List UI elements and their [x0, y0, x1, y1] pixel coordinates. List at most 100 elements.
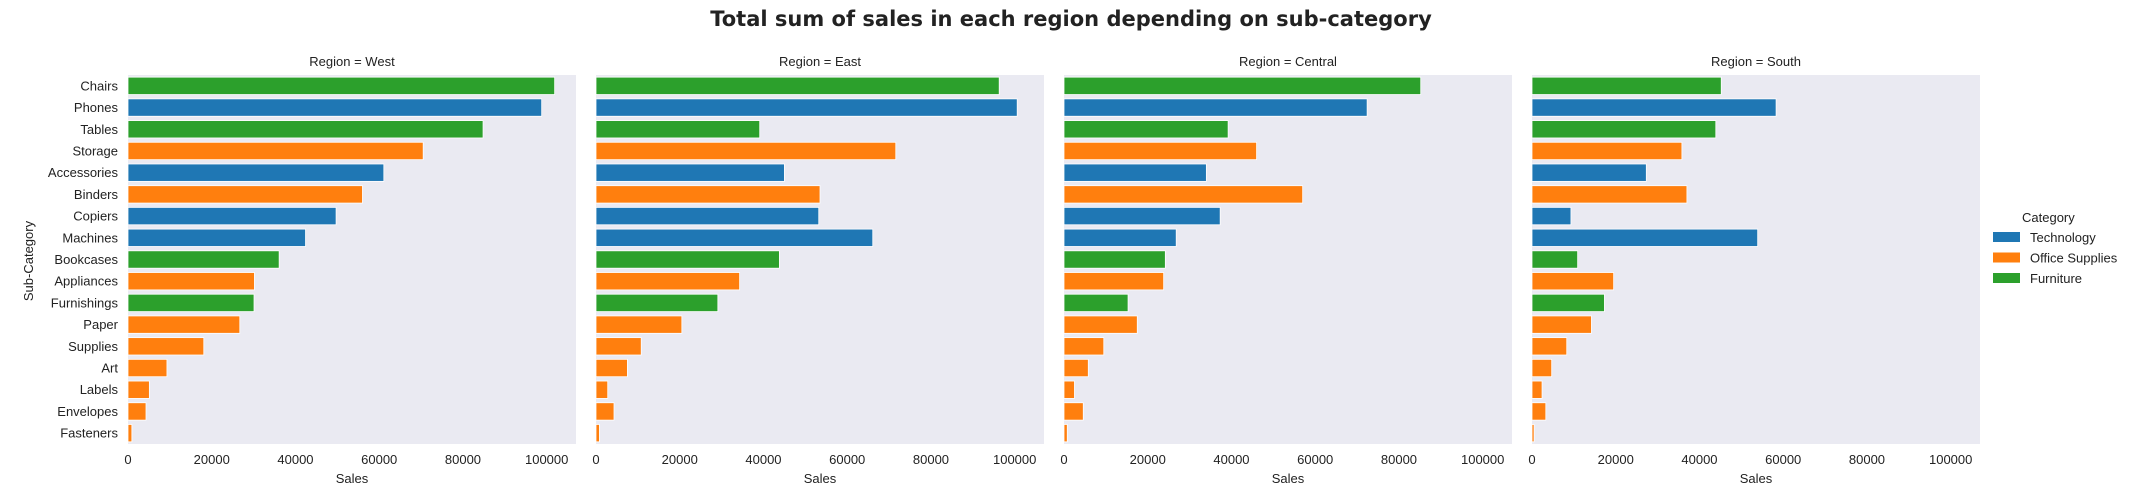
bar	[1063, 293, 1129, 312]
bar	[127, 76, 556, 95]
y-tick-label: Envelopes	[57, 404, 118, 419]
y-tick-label: Tables	[80, 122, 118, 137]
x-tick-label: 40000	[1681, 452, 1717, 467]
bar	[127, 228, 306, 247]
bar	[1531, 98, 1777, 117]
bar	[1063, 358, 1089, 378]
x-tick-label: 0	[592, 452, 599, 467]
bar	[1063, 272, 1165, 291]
x-tick-label: 40000	[745, 452, 781, 467]
bar	[595, 98, 1018, 117]
bar	[1063, 98, 1368, 117]
panels-layer: Region = West 0 20000 40000 60000 80000 100000…	[48, 54, 1980, 486]
bar	[595, 163, 785, 182]
bar	[127, 141, 424, 161]
y-tick-label: Appliances	[54, 274, 118, 289]
bar	[127, 358, 168, 378]
y-tick-label: Machines	[62, 230, 118, 245]
x-tick-label: 20000	[1130, 452, 1166, 467]
x-tick-label: 40000	[1213, 452, 1249, 467]
bar	[595, 120, 761, 139]
bar	[1063, 120, 1229, 139]
bar	[595, 424, 600, 443]
bar	[595, 293, 719, 312]
x-tick-label: 20000	[194, 452, 230, 467]
y-tick-label: Binders	[74, 187, 119, 202]
legend-title: Category	[2022, 210, 2075, 225]
bar	[1063, 185, 1304, 204]
legend-label: Office Supplies	[2030, 251, 2118, 266]
bar	[1531, 228, 1759, 247]
bar	[1531, 141, 1683, 161]
bar	[595, 380, 609, 399]
bar	[595, 207, 820, 226]
x-tick-label: 100000	[525, 452, 568, 467]
bar	[595, 185, 821, 204]
x-tick-label: 20000	[1598, 452, 1634, 467]
bar	[1531, 163, 1647, 182]
x-tick-label: 0	[1528, 452, 1535, 467]
bar	[127, 163, 385, 182]
y-tick-label: Accessories	[48, 165, 119, 180]
legend-item: Technology	[1993, 230, 2096, 245]
x-tick-label: 100000	[1929, 452, 1972, 467]
bar	[127, 272, 255, 291]
facet-panel: Region = West 0 20000 40000 60000 80000 100000…	[48, 54, 576, 486]
x-tick-label: 0	[1060, 452, 1067, 467]
bar	[1531, 337, 1568, 356]
legend-item: Office Supplies	[1993, 251, 2118, 266]
bar	[127, 207, 337, 226]
bar	[1531, 424, 1535, 443]
bar	[1531, 207, 1572, 226]
bar	[1063, 163, 1207, 182]
bar	[1063, 380, 1075, 399]
bar	[127, 424, 133, 443]
x-tick-label: 40000	[277, 452, 313, 467]
bar	[595, 272, 741, 291]
y-tick-label: Storage	[72, 143, 118, 158]
y-tick-label: Furnishings	[51, 295, 119, 310]
legend-label: Furniture	[2030, 271, 2082, 286]
x-tick-label: 60000	[361, 452, 397, 467]
bar	[1063, 76, 1422, 95]
x-axis-label: Sales	[1272, 471, 1305, 486]
bar	[1531, 358, 1553, 378]
y-tick-label: Supplies	[68, 339, 118, 354]
x-axis-label: Sales	[1740, 471, 1773, 486]
bar	[1531, 272, 1615, 291]
y-tick-label: Art	[101, 361, 118, 376]
legend-label: Technology	[2030, 230, 2096, 245]
legend: Category Technology Office Supplies Furnit…	[1993, 210, 2118, 286]
bar	[1063, 424, 1068, 443]
y-axis-label: Sub-Category	[21, 220, 36, 301]
y-tick-label: Bookcases	[54, 252, 118, 267]
legend-swatch	[1993, 252, 2020, 263]
bar	[595, 76, 1000, 95]
bar	[595, 141, 897, 161]
x-tick-label: 100000	[993, 452, 1036, 467]
bar	[1531, 120, 1717, 139]
x-tick-label: 80000	[1849, 452, 1885, 467]
bar	[1063, 207, 1221, 226]
panel-title: Region = West	[309, 54, 395, 69]
bar	[127, 185, 363, 204]
bar	[595, 402, 615, 421]
bar	[1531, 250, 1579, 269]
facet-panel: Region = East 0 20000 40000 60000 80000 100000…	[592, 54, 1044, 486]
bar	[1531, 76, 1722, 95]
bar	[1531, 380, 1543, 399]
bar	[1531, 185, 1688, 204]
bar	[127, 402, 147, 421]
x-tick-label: 60000	[1765, 452, 1801, 467]
panel-title: Region = South	[1711, 54, 1801, 69]
legend-swatch	[1993, 232, 2020, 242]
legend-item: Furniture	[1993, 271, 2082, 286]
x-axis-label: Sales	[336, 471, 369, 486]
x-axis-label: Sales	[804, 471, 837, 486]
panel-title: Region = East	[779, 54, 861, 69]
x-tick-label: 80000	[1381, 452, 1417, 467]
bar	[1063, 141, 1257, 161]
x-tick-label: 60000	[1297, 452, 1333, 467]
chart-title: Total sum of sales in each region depend…	[710, 7, 1432, 31]
